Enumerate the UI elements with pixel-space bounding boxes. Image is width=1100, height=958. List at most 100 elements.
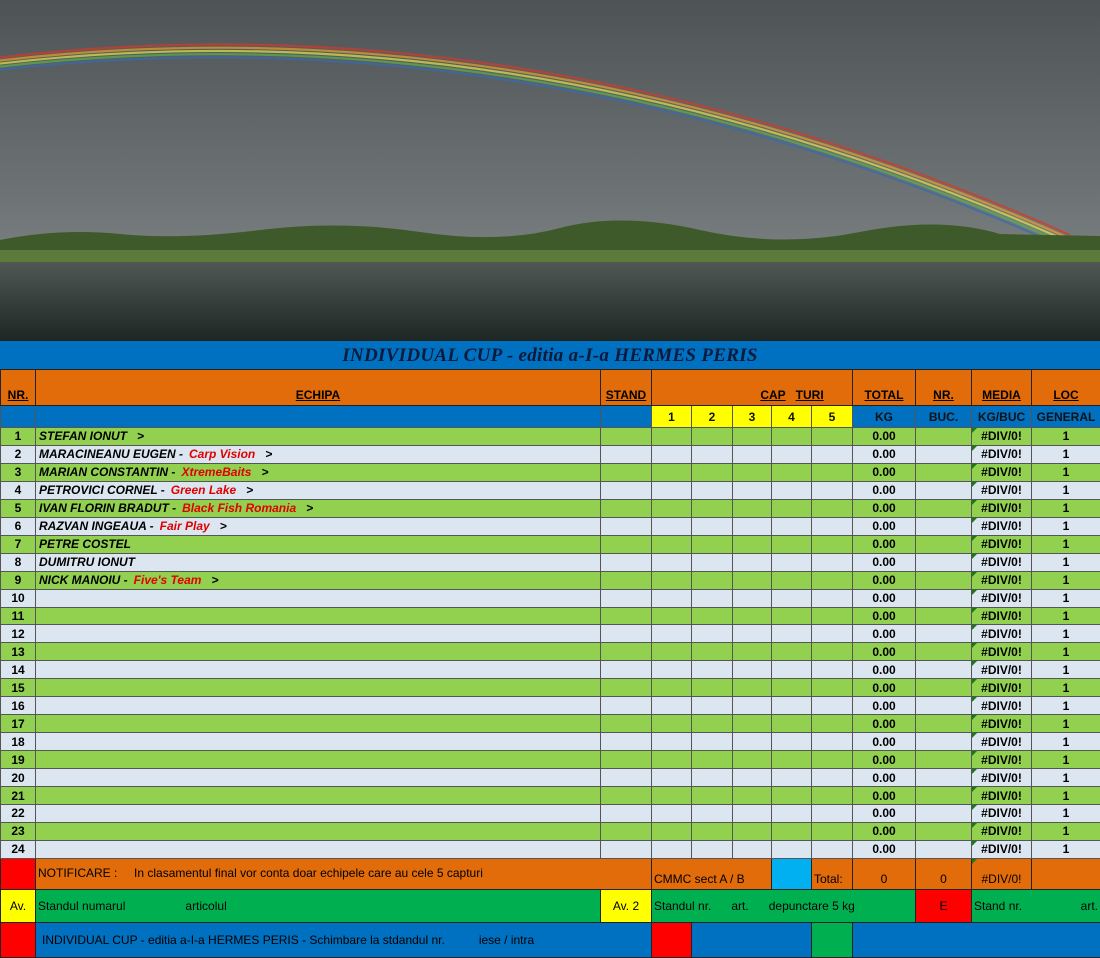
nr-buc-cell[interactable] (916, 428, 972, 446)
nr-buc-cell[interactable] (916, 840, 972, 858)
nr-buc-cell[interactable] (916, 661, 972, 679)
nr-buc-cell[interactable] (916, 571, 972, 589)
nr-buc-cell[interactable] (916, 589, 972, 607)
capture-round-5-cell[interactable] (812, 661, 853, 679)
stand-cell[interactable] (601, 625, 652, 643)
capture-round-2-cell[interactable] (692, 679, 733, 697)
capture-round-1-cell[interactable] (652, 715, 692, 733)
stand-cell[interactable] (601, 697, 652, 715)
capture-round-4-cell[interactable] (772, 445, 812, 463)
stand-cell[interactable] (601, 822, 652, 840)
stand-cell[interactable] (601, 840, 652, 858)
nr-buc-cell[interactable] (916, 805, 972, 823)
nr-buc-cell[interactable] (916, 822, 972, 840)
capture-round-5-cell[interactable] (812, 697, 853, 715)
capture-round-5-cell[interactable] (812, 805, 853, 823)
stand-cell[interactable] (601, 445, 652, 463)
capture-round-2-cell[interactable] (692, 589, 733, 607)
nr-buc-cell[interactable] (916, 499, 972, 517)
capture-round-4-cell[interactable] (772, 769, 812, 787)
capture-round-5-cell[interactable] (812, 463, 853, 481)
capture-round-4-cell[interactable] (772, 661, 812, 679)
capture-round-3-cell[interactable] (733, 822, 772, 840)
capture-round-2-cell[interactable] (692, 428, 733, 446)
capture-round-4-cell[interactable] (772, 787, 812, 805)
capture-round-4-cell[interactable] (772, 679, 812, 697)
capture-round-4-cell[interactable] (772, 499, 812, 517)
capture-round-4-cell[interactable] (772, 715, 812, 733)
capture-round-5-cell[interactable] (812, 517, 853, 535)
capture-round-5-cell[interactable] (812, 769, 853, 787)
capture-round-1-cell[interactable] (652, 553, 692, 571)
competitor-cell[interactable] (36, 715, 601, 733)
capture-round-5-cell[interactable] (812, 643, 853, 661)
stand-cell[interactable] (601, 661, 652, 679)
competitor-cell[interactable] (36, 643, 601, 661)
capture-round-4-cell[interactable] (772, 481, 812, 499)
capture-round-5-cell[interactable] (812, 751, 853, 769)
capture-round-3-cell[interactable] (733, 428, 772, 446)
competitor-cell[interactable] (36, 589, 601, 607)
capture-round-3-cell[interactable] (733, 661, 772, 679)
capture-round-4-cell[interactable] (772, 733, 812, 751)
competitor-cell[interactable] (36, 679, 601, 697)
competitor-cell[interactable] (36, 769, 601, 787)
capture-round-4-cell[interactable] (772, 517, 812, 535)
stand-cell[interactable] (601, 679, 652, 697)
nr-buc-cell[interactable] (916, 535, 972, 553)
capture-round-5-cell[interactable] (812, 445, 853, 463)
capture-round-5-cell[interactable] (812, 840, 853, 858)
capture-round-2-cell[interactable] (692, 840, 733, 858)
nr-buc-cell[interactable] (916, 553, 972, 571)
stand-cell[interactable] (601, 553, 652, 571)
competitor-cell[interactable] (36, 787, 601, 805)
nr-buc-cell[interactable] (916, 679, 972, 697)
stand-cell[interactable] (601, 481, 652, 499)
capture-round-2-cell[interactable] (692, 643, 733, 661)
competitor-cell[interactable]: MARACINEANU EUGEN -Carp Vision> (36, 445, 601, 463)
capture-round-3-cell[interactable] (733, 625, 772, 643)
capture-round-1-cell[interactable] (652, 805, 692, 823)
capture-round-2-cell[interactable] (692, 787, 733, 805)
capture-round-1-cell[interactable] (652, 499, 692, 517)
nr-buc-cell[interactable] (916, 445, 972, 463)
competitor-cell[interactable] (36, 751, 601, 769)
capture-round-4-cell[interactable] (772, 840, 812, 858)
capture-round-1-cell[interactable] (652, 822, 692, 840)
nr-buc-cell[interactable] (916, 769, 972, 787)
capture-round-1-cell[interactable] (652, 625, 692, 643)
capture-round-2-cell[interactable] (692, 571, 733, 589)
competitor-cell[interactable]: NICK MANOIU -Five's Team> (36, 571, 601, 589)
capture-round-5-cell[interactable] (812, 499, 853, 517)
capture-round-2-cell[interactable] (692, 751, 733, 769)
capture-round-3-cell[interactable] (733, 481, 772, 499)
capture-round-4-cell[interactable] (772, 643, 812, 661)
capture-round-1-cell[interactable] (652, 428, 692, 446)
capture-round-3-cell[interactable] (733, 787, 772, 805)
capture-round-5-cell[interactable] (812, 481, 853, 499)
capture-round-1-cell[interactable] (652, 697, 692, 715)
stand-cell[interactable] (601, 589, 652, 607)
capture-round-3-cell[interactable] (733, 715, 772, 733)
capture-round-1-cell[interactable] (652, 679, 692, 697)
competitor-cell[interactable]: PETROVICI CORNEL -Green Lake> (36, 481, 601, 499)
capture-round-2-cell[interactable] (692, 625, 733, 643)
capture-round-1-cell[interactable] (652, 517, 692, 535)
stand-cell[interactable] (601, 499, 652, 517)
nr-buc-cell[interactable] (916, 697, 972, 715)
capture-round-4-cell[interactable] (772, 805, 812, 823)
capture-round-3-cell[interactable] (733, 733, 772, 751)
capture-round-4-cell[interactable] (772, 553, 812, 571)
stand-cell[interactable] (601, 571, 652, 589)
capture-round-2-cell[interactable] (692, 715, 733, 733)
competitor-cell[interactable] (36, 625, 601, 643)
capture-round-1-cell[interactable] (652, 463, 692, 481)
capture-round-1-cell[interactable] (652, 535, 692, 553)
capture-round-1-cell[interactable] (652, 733, 692, 751)
capture-round-5-cell[interactable] (812, 589, 853, 607)
capture-round-2-cell[interactable] (692, 445, 733, 463)
capture-round-3-cell[interactable] (733, 840, 772, 858)
competitor-cell[interactable] (36, 607, 601, 625)
capture-round-4-cell[interactable] (772, 571, 812, 589)
capture-round-3-cell[interactable] (733, 751, 772, 769)
